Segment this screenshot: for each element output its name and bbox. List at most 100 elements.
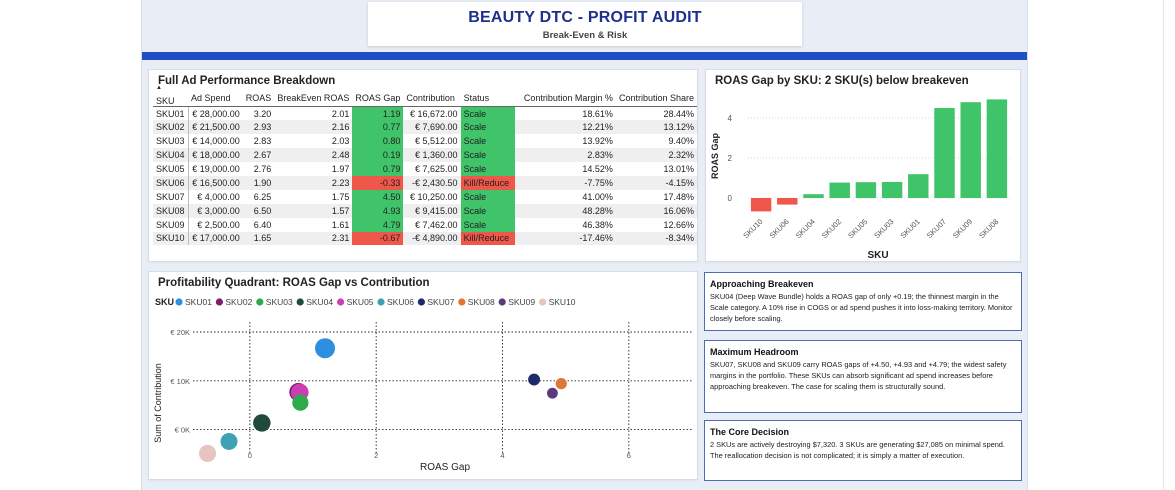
point-sku09[interactable] [546,387,558,399]
bar-sku03[interactable] [881,182,903,198]
x-tick-label: 6 [627,451,631,460]
insight-heading: Approaching Breakeven [710,279,814,289]
table-cell: 2.48 [274,148,353,163]
table-cell: SKU07 [153,189,189,204]
insight-body: SKU04 (Deep Wave Bundle) holds a ROAS ga… [710,292,1013,323]
table-row[interactable]: SKU04 € 18,000.00 2.67 2.48 0.19 € 1,360.00 Sc… [153,148,697,163]
legend-marker [296,298,304,306]
column-header-label: Contribution Share [618,93,694,103]
bar-sku02[interactable] [829,182,850,198]
bar-sku08[interactable] [986,99,1008,198]
scatter-x-axis-label: ROAS Gap [420,462,470,473]
insight-card-maximum-headroom: Maximum Headroom SKU07, SKU08 and SKU09 … [704,340,1022,413]
table-row[interactable]: SKU10 € 17,000.00 1.65 2.31 -0.67 -€ 4,890.00… [153,231,697,246]
table-row[interactable]: SKU05 € 19,000.00 2.76 1.97 0.79 € 7,625.00 Sc… [153,162,697,176]
table-cell: € 19,000.00 [192,164,240,174]
table-cell: 0.77 [352,120,404,135]
legend-marker [377,298,385,306]
bar-sku05[interactable] [855,182,877,198]
column-header[interactable]: ▲ SKU [153,85,189,107]
bar-sku04[interactable] [803,194,824,198]
table-cell: 3.20 [253,108,272,119]
table-cell: 2.93 [242,120,275,135]
column-header[interactable]: Contribution Margin % [514,90,616,107]
point-sku06[interactable] [220,432,238,450]
column-header-label: Status [463,93,490,103]
table-cell: 9.40% [668,136,694,147]
ad-performance-table[interactable]: ▲ SKU Ad Spend ROAS BreakEven ROAS ROAS Gap Co… [153,85,697,246]
x-tick-label: SKU07 [925,217,948,240]
bar-sku07[interactable] [934,108,955,198]
x-tick-label: SKU03 [872,217,895,240]
table-cell: € 16,500.00 [188,175,243,190]
legend-marker [539,298,547,306]
bar-sku01[interactable] [908,174,929,198]
x-tick-label: SKU08 [977,217,1000,240]
bar-sku10[interactable] [750,198,772,212]
table-cell: 1.90 [242,175,275,190]
legend-marker [417,298,425,306]
column-header-label: SKU [156,96,175,106]
x-tick-label: SKU04 [794,217,817,240]
table-row[interactable]: SKU03 € 14,000.00 2.83 2.03 0.80 € 5,512.00 Sc… [153,134,697,149]
point-sku10[interactable] [198,444,217,463]
table-cell: -17.46% [514,231,616,246]
table-row[interactable]: SKU01 € 28,000.00 3.20 2.01 1.19 € 16,672.00 S… [153,106,697,121]
scatter-chart-title: Profitability Quadrant: ROAS Gap vs Cont… [158,277,430,289]
x-tick-label: SKU01 [899,217,922,240]
table-cell: Scale [460,120,515,135]
column-header[interactable]: ROAS [242,90,275,107]
table-cell: 17.48% [663,191,694,202]
point-sku01[interactable] [315,338,336,359]
table-cell: Scale [460,134,515,149]
table-cell: 2.83% [514,148,616,163]
column-header[interactable]: Contribution Share [615,90,697,107]
point-sku04[interactable] [253,414,271,432]
legend-marker [175,298,183,306]
table-row[interactable]: SKU06 € 16,500.00 1.90 2.23 -0.33 -€ 2,430.50… [153,175,697,190]
column-header[interactable]: Contribution [403,90,461,107]
table-cell: SKU06 [153,175,189,190]
x-tick-label: 4 [500,451,504,460]
table-cell: -8.34% [615,231,697,246]
table-cell: 1.61 [331,219,350,230]
bar-chart-panel[interactable]: ROAS Gap by SKU: 2 SKU(s) below breakeve… [705,69,1021,262]
bar-sku06[interactable] [777,198,798,205]
legend-label: SKU06 [387,297,414,307]
column-header[interactable]: ROAS Gap [352,90,404,107]
table-row[interactable]: SKU07 € 4,000.00 6.25 1.75 4.50 € 10,250.00 Sc… [153,189,697,204]
column-header[interactable]: BreakEven ROAS [274,90,353,107]
sort-ascending-icon[interactable]: ▲ [156,85,162,91]
point-sku08[interactable] [555,378,567,390]
scatter-y-axis-label: Sum of Contribution [153,363,163,443]
column-header-label: Contribution Margin % [523,93,613,103]
insight-body: SKU07, SKU08 and SKU09 carry ROAS gaps o… [710,360,1007,391]
scatter-legend-title: SKU [155,297,174,307]
point-sku03[interactable] [292,394,309,411]
table-row[interactable]: SKU02 € 21,500.00 2.93 2.16 0.77 € 7,690.00 Sc… [153,120,697,135]
bar-sku09[interactable] [960,102,981,198]
legend-marker [215,298,223,306]
table-cell: € 1,360.00 [403,148,461,163]
x-tick-label: SKU05 [846,217,869,240]
column-header[interactable]: Ad Spend [188,90,243,107]
table-cell: Scale [460,203,515,218]
table-cell: € 7,462.00 [415,219,458,230]
table-cell: 48.28% [514,203,616,218]
table-panel[interactable]: Full Ad Performance Breakdown ▲ SKU Ad Spe… [148,69,698,262]
table-cell: 4.79 [352,217,404,232]
column-header-label: ROAS Gap [355,93,401,103]
table-cell: Scale [460,217,515,232]
table-cell: -0.67 [352,231,404,246]
scatter-chart-panel[interactable]: Profitability Quadrant: ROAS Gap vs Cont… [148,271,698,480]
insight-heading: The Core Decision [710,427,790,437]
table-cell: 1.65 [242,231,275,246]
table-cell: SKU09 [153,217,189,232]
column-header[interactable]: Status [460,90,515,107]
table-row[interactable]: SKU09 € 2,500.00 6.40 1.61 4.79 € 7,462.00 Sca… [153,217,697,232]
table-row[interactable]: SKU08 € 3,000.00 6.50 1.57 4.93 € 9,415.00 Sca… [153,203,697,218]
table-body: SKU01 € 28,000.00 3.20 2.01 1.19 € 16,672.00 S… [153,106,697,246]
point-sku07[interactable] [528,373,541,386]
table-cell: € 14,000.00 [192,136,240,147]
table-cell: 1.97 [331,164,350,174]
